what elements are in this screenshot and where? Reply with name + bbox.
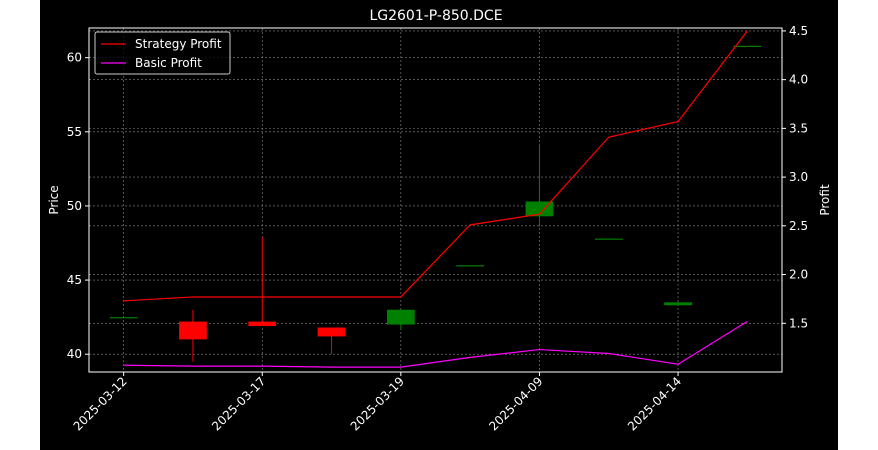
candlestick-chart: 2025-03-12 2025-03-17 2025-03-19 2025-04-09… xyxy=(47,8,832,433)
candle xyxy=(733,45,762,47)
legend-label-basic-profit: Basic Profit xyxy=(135,56,202,70)
figure: 2025-03-12 2025-03-17 2025-03-19 2025-04-09… xyxy=(40,0,838,450)
candle-body xyxy=(109,317,138,319)
y-tick-label: 55 xyxy=(67,125,82,139)
candle-body xyxy=(594,238,623,240)
y-tick-label: 45 xyxy=(67,273,82,287)
candle-body xyxy=(456,265,485,267)
candle-body xyxy=(525,201,554,217)
legend-box xyxy=(94,31,231,75)
candle xyxy=(386,309,415,329)
candle-body xyxy=(248,321,277,327)
y-tick-label: 50 xyxy=(67,199,82,213)
chart-title: LG2601-P-850.DCE xyxy=(369,8,502,24)
candle-body xyxy=(733,45,762,47)
y2-tick-label: 2.0 xyxy=(789,268,808,282)
profit-lines xyxy=(123,30,748,368)
strategy-profit-line xyxy=(123,30,748,302)
grid xyxy=(89,28,782,372)
candle xyxy=(179,309,207,362)
x-tick-label: 2025-03-17 xyxy=(209,374,268,433)
y-tick-label: 60 xyxy=(67,51,82,65)
x-tick-label: 2025-03-12 xyxy=(71,374,130,433)
y2-tick-label: 2.5 xyxy=(789,219,808,233)
y2-tick-label: 3.0 xyxy=(789,170,808,184)
candle xyxy=(248,237,277,327)
y2-tick-label: 4.5 xyxy=(789,24,808,38)
candle xyxy=(594,238,623,240)
candle xyxy=(525,143,554,227)
candle-body xyxy=(386,309,415,325)
candle xyxy=(317,327,346,355)
candle-body xyxy=(179,321,207,340)
y2-tick-label: 3.5 xyxy=(789,121,808,135)
legend-label-strategy-profit: Strategy Profit xyxy=(135,37,222,51)
candles xyxy=(109,45,762,362)
candle xyxy=(664,302,692,306)
plot-frame xyxy=(88,27,783,373)
legend: Strategy Profit Basic Profit xyxy=(94,31,231,75)
y2-axis-label: Profit xyxy=(818,184,832,216)
y-tick-label: 40 xyxy=(67,347,82,361)
y2-tick-label: 1.5 xyxy=(789,316,808,330)
candle-body xyxy=(664,302,692,306)
candle xyxy=(109,317,138,319)
x-tick-label: 2025-04-14 xyxy=(625,374,684,433)
y2-tick-label: 4.0 xyxy=(789,73,808,87)
candle xyxy=(456,265,485,267)
basic-profit-line xyxy=(123,320,748,368)
y-axis-label: Price xyxy=(47,185,61,214)
candle-body xyxy=(317,327,346,337)
x-tick-label: 2025-03-19 xyxy=(348,374,407,433)
x-tick-label: 2025-04-09 xyxy=(486,374,545,433)
